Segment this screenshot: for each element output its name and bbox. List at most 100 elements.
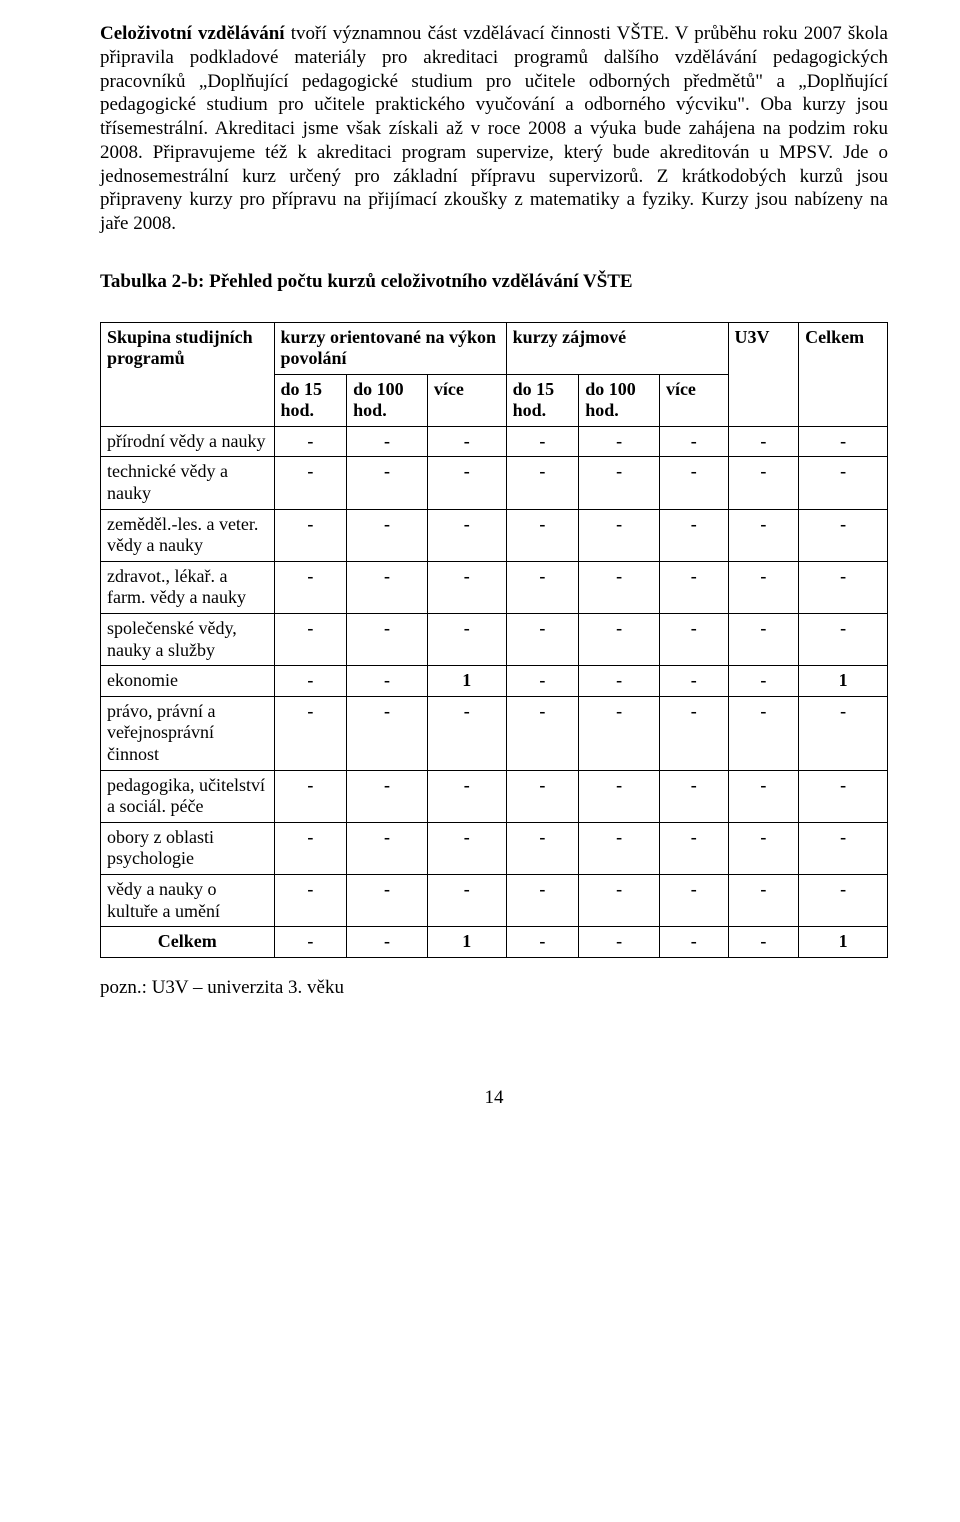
row-cell: - [799, 426, 888, 457]
row-label: zdravot., lékař. a farm. vědy a nauky [101, 561, 275, 613]
col-sub-vice-a: více [427, 374, 506, 426]
row-cell: - [274, 426, 347, 457]
row-cell: - [728, 426, 799, 457]
row-cell: - [274, 822, 347, 874]
row-cell: - [579, 509, 660, 561]
row-cell: - [579, 874, 660, 926]
row-cell: - [728, 770, 799, 822]
row-label: právo, právní a veřejnosprávní činnost [101, 696, 275, 770]
col-header-vykon: kurzy orientované na výkon povolání [274, 322, 506, 374]
row-cell: - [506, 822, 579, 874]
col-sub-vice-b: více [659, 374, 728, 426]
col-sub-do100-a: do 100 hod. [347, 374, 428, 426]
row-cell: - [799, 614, 888, 666]
row-cell: - [506, 426, 579, 457]
row-cell: - [579, 770, 660, 822]
row-cell: - [579, 822, 660, 874]
row-cell: - [799, 770, 888, 822]
row-cell: - [506, 696, 579, 770]
col-sub-do100-b: do 100 hod. [579, 374, 660, 426]
row-label: Celkem [101, 927, 275, 958]
intro-paragraph: Celoživotní vzdělávání tvoří významnou č… [100, 22, 888, 236]
row-label: společenské vědy, nauky a služby [101, 614, 275, 666]
row-cell: - [427, 696, 506, 770]
row-cell: - [427, 509, 506, 561]
row-cell: - [347, 426, 428, 457]
row-cell: - [274, 696, 347, 770]
row-cell: - [659, 770, 728, 822]
row-label: ekonomie [101, 666, 275, 697]
intro-lead-bold: Celoživotní vzdělávání [100, 23, 285, 44]
row-cell: - [274, 509, 347, 561]
table-row: technické vědy a nauky-------- [101, 457, 888, 509]
row-cell: - [728, 614, 799, 666]
table-body: přírodní vědy a nauky--------technické v… [101, 426, 888, 957]
row-cell: - [427, 426, 506, 457]
intro-rest-text: tvoří významnou část vzdělávací činnosti… [100, 23, 888, 234]
row-cell: - [728, 509, 799, 561]
row-cell: - [506, 874, 579, 926]
row-cell: - [659, 614, 728, 666]
col-header-total: Celkem [799, 322, 888, 426]
table-row: vědy a nauky o kultuře a umění-------- [101, 874, 888, 926]
row-cell: - [274, 770, 347, 822]
row-cell: - [506, 666, 579, 697]
courses-table: Skupina studijních programů kurzy orient… [100, 322, 888, 958]
row-cell: - [427, 457, 506, 509]
row-cell: - [506, 457, 579, 509]
table-row: pedagogika, učitelství a sociál. péče---… [101, 770, 888, 822]
row-cell: - [506, 614, 579, 666]
row-cell: - [799, 509, 888, 561]
row-cell: - [659, 509, 728, 561]
row-cell: 1 [799, 666, 888, 697]
row-cell: - [347, 927, 428, 958]
row-cell: - [347, 457, 428, 509]
table-caption: Tabulka 2-b: Přehled počtu kurzů celoživ… [100, 270, 888, 294]
row-cell: - [347, 561, 428, 613]
row-cell: - [427, 874, 506, 926]
table-row: zeměděl.-les. a veter. vědy a nauky-----… [101, 509, 888, 561]
row-cell: - [274, 457, 347, 509]
row-cell: - [347, 770, 428, 822]
page-number: 14 [100, 1086, 888, 1110]
row-cell: - [274, 666, 347, 697]
row-label: zeměděl.-les. a veter. vědy a nauky [101, 509, 275, 561]
row-cell: - [506, 770, 579, 822]
row-label: pedagogika, učitelství a sociál. péče [101, 770, 275, 822]
row-cell: - [347, 822, 428, 874]
row-cell: - [799, 561, 888, 613]
row-cell: - [427, 561, 506, 613]
row-cell: - [347, 509, 428, 561]
row-cell: - [347, 696, 428, 770]
row-cell: - [274, 874, 347, 926]
row-label: přírodní vědy a nauky [101, 426, 275, 457]
row-cell: - [728, 666, 799, 697]
table-row: Celkem--1----1 [101, 927, 888, 958]
row-cell: - [579, 696, 660, 770]
row-cell: - [799, 457, 888, 509]
row-cell: - [506, 561, 579, 613]
row-cell: 1 [427, 927, 506, 958]
row-cell: - [728, 457, 799, 509]
row-cell: - [659, 561, 728, 613]
table-row: obory z oblasti psychologie-------- [101, 822, 888, 874]
row-cell: - [659, 927, 728, 958]
table-row: ekonomie--1----1 [101, 666, 888, 697]
row-cell: - [427, 822, 506, 874]
row-cell: - [579, 426, 660, 457]
row-cell: - [659, 696, 728, 770]
col-header-u3v: U3V [728, 322, 799, 426]
row-cell: - [728, 696, 799, 770]
table-row: společenské vědy, nauky a služby-------- [101, 614, 888, 666]
table-footnote: pozn.: U3V – univerzita 3. věku [100, 976, 888, 1000]
row-cell: - [347, 666, 428, 697]
row-cell: - [579, 927, 660, 958]
row-cell: - [427, 614, 506, 666]
row-cell: - [274, 614, 347, 666]
row-label: vědy a nauky o kultuře a umění [101, 874, 275, 926]
row-cell: - [659, 822, 728, 874]
row-cell: - [506, 927, 579, 958]
row-cell: - [427, 770, 506, 822]
row-cell: - [728, 927, 799, 958]
row-cell: - [799, 696, 888, 770]
